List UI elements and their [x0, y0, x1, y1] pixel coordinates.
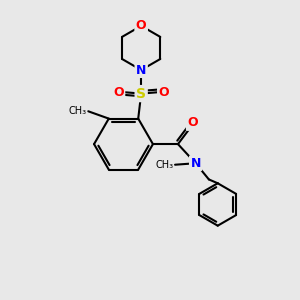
Text: N: N: [190, 157, 201, 170]
Text: S: S: [136, 87, 146, 100]
Text: O: O: [136, 20, 146, 32]
Text: O: O: [113, 85, 124, 99]
Text: O: O: [188, 116, 198, 129]
Text: CH₃: CH₃: [69, 106, 87, 116]
Text: CH₃: CH₃: [155, 160, 174, 170]
Text: O: O: [158, 85, 169, 99]
Text: N: N: [136, 64, 146, 76]
